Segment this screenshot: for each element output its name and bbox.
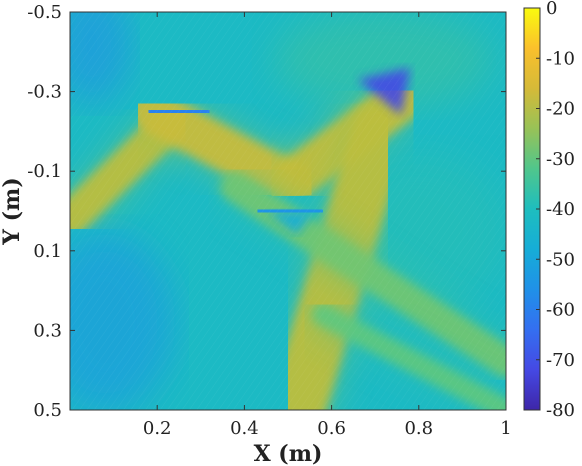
colorbar-tick-label: -70 xyxy=(546,350,575,371)
x-tick-label: 1 xyxy=(500,418,511,439)
x-tick-label: 0.6 xyxy=(317,418,346,439)
y-tick-label: -0.3 xyxy=(27,82,62,103)
plot-frame xyxy=(69,11,507,411)
x-axis-label: X (m) xyxy=(254,441,323,466)
colorbar-tick-label: -30 xyxy=(546,149,575,170)
x-tick-label: 0.8 xyxy=(404,418,433,439)
colorbar-tick-label: -50 xyxy=(546,249,575,270)
y-tick-label: 0.3 xyxy=(33,320,62,341)
plot-area xyxy=(70,12,506,410)
x-tick-label: 0.2 xyxy=(143,418,172,439)
x-tick-label: 0.4 xyxy=(230,418,259,439)
colorbar: 0 -10 -20 -30 -40 -50 -60 -70 -80 xyxy=(523,0,575,421)
y-tick-label: -0.5 xyxy=(27,2,62,23)
y-tick-label: 0.1 xyxy=(33,241,62,262)
x-axis-ticks: 0.2 0.4 0.6 0.8 1 xyxy=(143,12,512,439)
colorbar-ticks: 0 -10 -20 -30 -40 -50 -60 -70 -80 xyxy=(536,0,575,421)
y-axis-ticks: -0.5 -0.3 -0.1 0.1 0.3 0.5 xyxy=(27,2,506,421)
colorbar-tick-label: 0 xyxy=(546,0,557,19)
y-axis-label: Y (m) xyxy=(0,177,25,245)
colorbar-tick-label: -80 xyxy=(546,400,575,421)
colorbar-tick-label: -60 xyxy=(546,300,575,321)
colorbar-tick-label: -20 xyxy=(546,99,575,120)
y-tick-label: 0.5 xyxy=(33,400,62,421)
colorbar-tick-label: -40 xyxy=(546,199,575,220)
colorbar-tick-label: -10 xyxy=(546,48,575,69)
y-tick-label: -0.1 xyxy=(27,161,62,182)
ray-texture xyxy=(70,12,506,410)
